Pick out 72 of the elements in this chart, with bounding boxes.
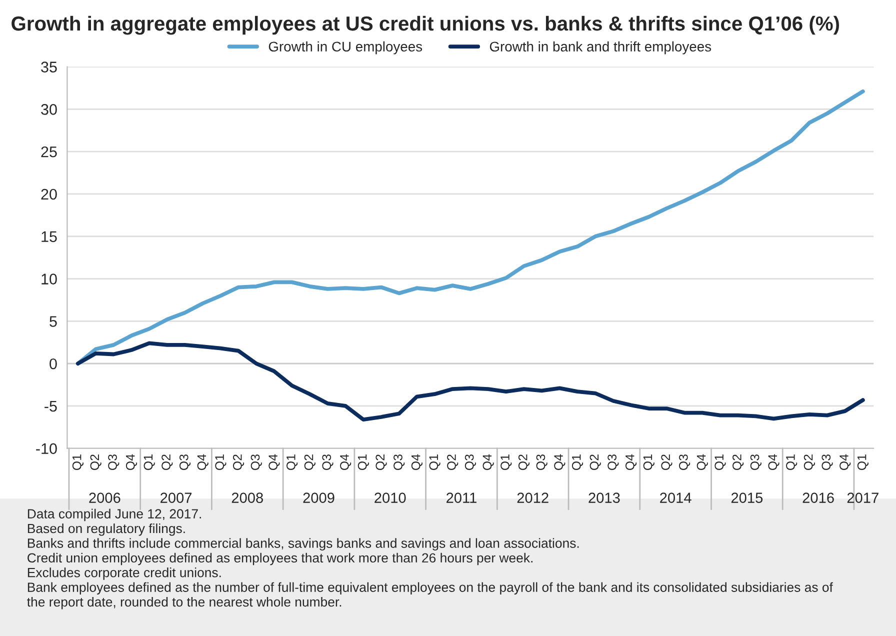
text: Data compiled June 12, 2017. Based on regulatory filings. Banks and thrifts include commercial banks, savings banks and savings and loan associations. Credit union employees defined as employees that work more than 26 hours per week. Excludes corporate credit unions. Bank employees defined as the number of full-time equivalent employees on the payroll of the bank and its consolidated subsidiaries as of the report date, rounded to the nearest whole number. [27, 508, 833, 610]
x-tick-label: Q3 [822, 454, 833, 470]
text: 2006 [89, 492, 120, 503]
x-tick-label: Q4 [126, 454, 138, 470]
x-tick-label: Q3 [750, 454, 762, 470]
x-tick-label: Q3 [179, 454, 191, 470]
text: 2012 [517, 492, 548, 503]
text: 2013 [588, 492, 620, 503]
text: 2011 [446, 492, 476, 503]
legend-label: Growth in CU employees [268, 41, 422, 54]
chart-title: Growth in aggregate employees at US credit unions vs. banks & thrifts since Q1’06 (%) [12, 16, 840, 35]
x-tick-label: Q3 [394, 454, 405, 470]
y-tick-label: 15 [42, 231, 57, 242]
x-tick-label: Q2 [590, 454, 601, 470]
x-tick-label: Q3 [536, 454, 548, 470]
x-tick-label: Q1 [144, 454, 155, 470]
x-tick-label: Q4 [768, 454, 780, 470]
x-tick-label: Q3 [108, 454, 120, 470]
x-tick-label: Q3 [322, 454, 334, 470]
x-tick-label: Q1 [429, 454, 440, 470]
x-tick-label: Q2 [304, 454, 316, 470]
x-tick-label: Q4 [554, 454, 566, 470]
x-tick-label: Q4 [197, 454, 208, 470]
text: 2017 [847, 492, 878, 503]
text: 2016 [802, 492, 834, 503]
x-tick-label: Q2 [732, 454, 744, 470]
x-tick-label: Q2 [90, 454, 102, 470]
line-series [76, 341, 865, 422]
x-tick-label: Q2 [447, 454, 458, 470]
x-tick-label: Q4 [625, 454, 637, 470]
x-tick-label: Q2 [376, 454, 387, 470]
x-tick-label: Q1 [643, 454, 654, 470]
text: 2007 [160, 492, 192, 503]
y-tick-label: 30 [41, 104, 57, 115]
x-tick-label: Q1 [215, 454, 226, 470]
x-tick-label: Q1 [857, 454, 868, 470]
y-tick-label: -10 [36, 443, 57, 454]
x-tick-label: Q3 [250, 454, 262, 470]
x-tick-label: Q3 [678, 454, 690, 470]
x-tick-label: Q1 [358, 454, 369, 470]
x-tick-label: Q4 [268, 454, 280, 470]
x-tick-label: Q1 [72, 454, 84, 470]
x-tick-label: Q2 [162, 454, 173, 470]
x-tick-label: Q3 [608, 454, 619, 470]
x-tick-label: Q2 [232, 454, 244, 470]
y-tick-label: 10 [42, 274, 57, 284]
text: 2009 [303, 492, 334, 503]
x-tick-label: Q1 [786, 454, 798, 470]
legend-label: Growth in bank and thrift employees [490, 41, 712, 54]
x-tick-label: Q1 [286, 454, 298, 470]
x-tick-label: Q4 [840, 454, 851, 470]
x-tick-label: Q2 [804, 454, 815, 470]
text: 2010 [374, 492, 406, 503]
y-tick-label: 35 [41, 62, 57, 72]
y-tick-label: -5 [44, 401, 57, 412]
x-tick-label: Q4 [340, 454, 352, 470]
text: 2014 [660, 492, 692, 503]
x-tick-label: Q1 [714, 454, 726, 470]
text: 2015 [731, 492, 763, 503]
x-tick-label: Q1 [500, 454, 512, 470]
x-tick-label: Q4 [482, 454, 494, 470]
x-tick-label: Q1 [572, 454, 584, 470]
y-tick-label: 5 [50, 316, 57, 327]
x-tick-label: Q4 [696, 454, 708, 470]
x-tick-label: Q2 [661, 454, 672, 470]
x-tick-label: Q3 [464, 454, 476, 470]
y-tick-label: 0 [50, 358, 57, 370]
text: 2008 [232, 492, 263, 503]
x-tick-label: Q4 [411, 454, 422, 470]
x-tick-label: Q2 [518, 454, 530, 470]
y-tick-label: 20 [41, 188, 57, 200]
y-tick-label: 25 [41, 146, 57, 158]
